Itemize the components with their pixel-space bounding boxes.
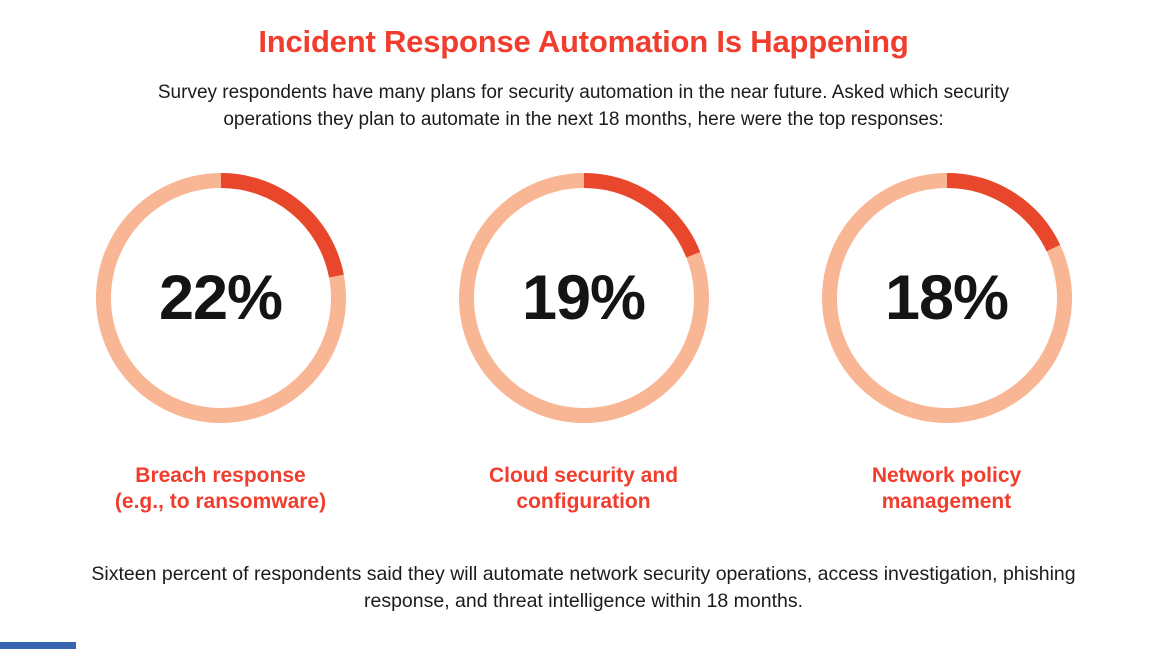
donut-card-network-policy: 18% Network policy management	[821, 173, 1072, 515]
caption-line: Network policy	[871, 464, 1022, 487]
donut-caption: Breach response (e.g., to ransomware)	[115, 463, 326, 515]
caption-line: (e.g., to ransomware)	[114, 490, 327, 513]
percent-value: 19%	[521, 263, 646, 333]
caption-line: configuration	[516, 490, 651, 513]
donut-ring-network-policy	[821, 173, 1072, 423]
donut-caption: Network policy management	[872, 463, 1021, 515]
caption-line: Cloud security and	[488, 464, 679, 487]
donut-chart-network-policy: 18%	[821, 173, 1072, 423]
donut-chart-breach-response: 22%	[95, 173, 346, 423]
page-title: Incident Response Automation Is Happenin…	[258, 24, 909, 59]
donut-ring-cloud-security	[458, 173, 709, 423]
percent-value: 22%	[158, 263, 283, 333]
donut-caption: Cloud security and configuration	[489, 463, 678, 515]
percent-value: 18%	[884, 263, 1009, 333]
donut-card-breach-response: 22% Breach response (e.g., to ransomware…	[95, 173, 346, 515]
caption-line: management	[881, 490, 1012, 513]
intro-text: Survey respondents have many plans for s…	[157, 82, 1010, 130]
footer-text: Sixteen percent of respondents said they…	[91, 563, 1076, 612]
donut-ring-breach-response	[95, 173, 346, 423]
bottom-left-blue-bar	[0, 642, 76, 649]
caption-line: Breach response	[135, 464, 306, 487]
donut-card-cloud-security: 19% Cloud security and configuration	[458, 173, 709, 515]
donut-chart-row: 22% Breach response (e.g., to ransomware…	[0, 173, 1167, 515]
donut-chart-cloud-security: 19%	[458, 173, 709, 423]
